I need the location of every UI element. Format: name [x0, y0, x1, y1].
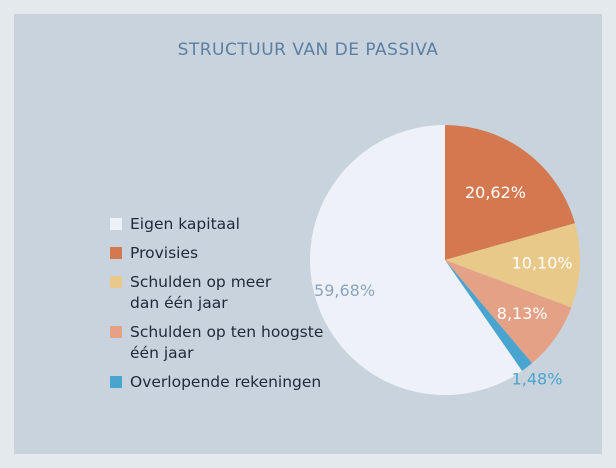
legend: Eigen kapitaal Provisies Schulden op meer …	[110, 214, 323, 401]
chart-title: STRUCTUUR VAN DE PASSIVA	[177, 40, 439, 60]
legend-swatch	[110, 376, 122, 388]
legend-swatch	[110, 218, 122, 230]
pie-slice	[445, 260, 572, 364]
legend-label: Schulden op ten hoogste één jaar	[130, 323, 324, 362]
legend-label: Overlopende rekeningen	[130, 373, 322, 391]
legend-label: Schulden op meer dan één jaar	[130, 273, 272, 312]
legend-label: Eigen kapitaal	[130, 215, 240, 233]
data-label: 59,68%	[314, 281, 375, 300]
legend-swatch	[110, 276, 122, 288]
data-label: 1,48%	[512, 369, 563, 388]
pie-slice	[445, 223, 580, 308]
data-label: 20,62%	[465, 183, 526, 202]
legend-item: Schulden op ten hoogste één jaar	[110, 322, 323, 364]
pie-slice	[445, 260, 533, 371]
legend-swatch	[110, 247, 122, 259]
data-label: 8,13%	[497, 304, 548, 323]
legend-item: Schulden op meer dan één jaar	[110, 272, 323, 314]
legend-item: Eigen kapitaal	[110, 214, 323, 235]
legend-item: Provisies	[110, 243, 323, 264]
pie-slice	[445, 125, 575, 260]
legend-swatch	[110, 326, 122, 338]
data-label: 10,10%	[512, 254, 573, 273]
pie-slice	[309, 125, 523, 395]
legend-label: Provisies	[130, 244, 199, 262]
legend-item: Overlopende rekeningen	[110, 372, 323, 393]
